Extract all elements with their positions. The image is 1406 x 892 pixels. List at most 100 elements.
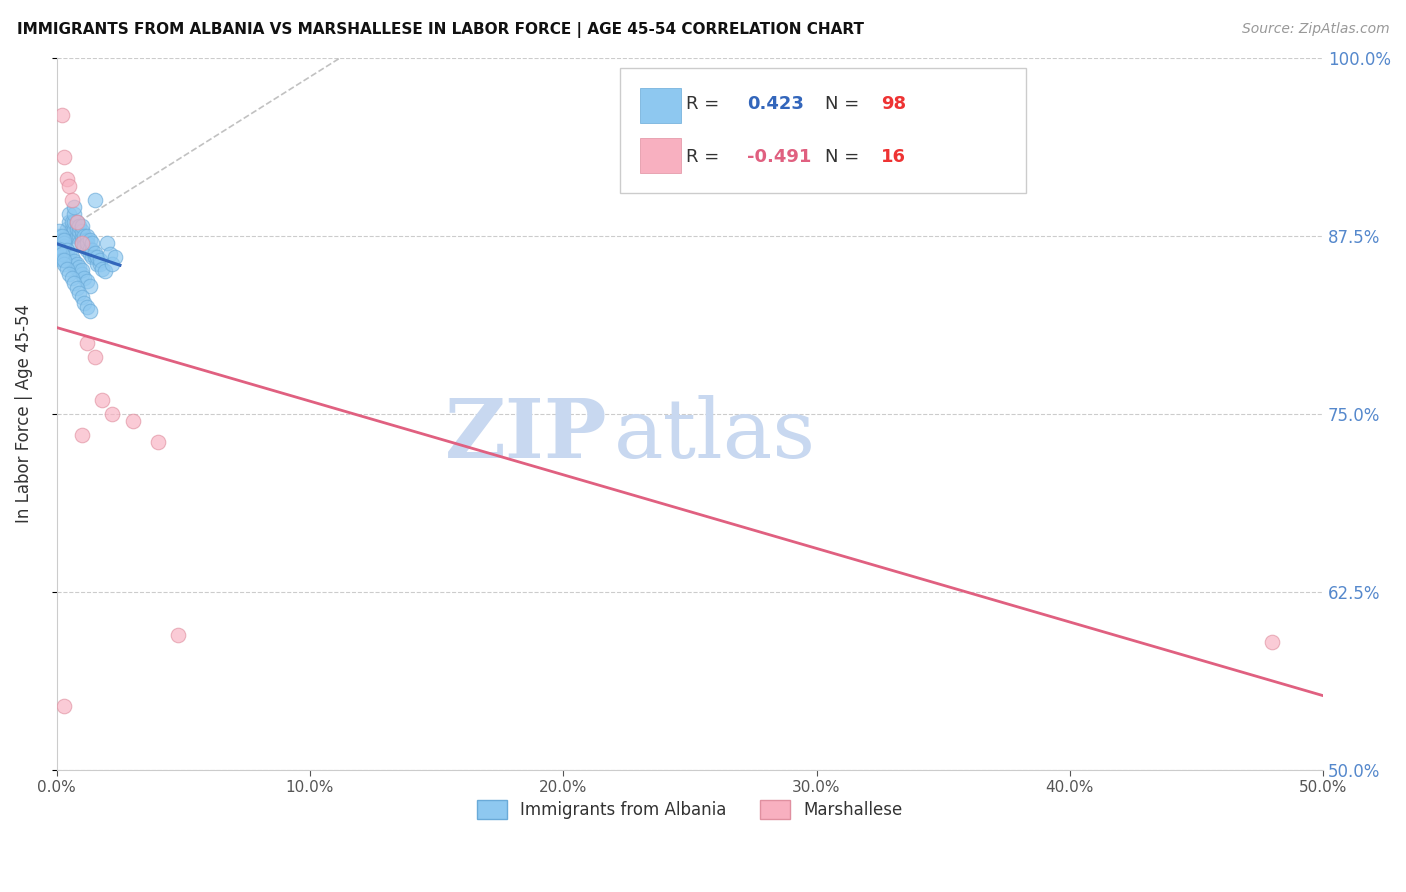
Point [53,238,76,252]
Point [73,271,96,285]
Point [55,247,77,261]
Point [48,228,70,243]
Point [60,250,83,264]
Point [67,285,90,300]
Point [51,247,73,261]
Point [48,250,70,264]
Point [104,250,127,264]
Point [89,257,111,271]
Point [60,214,83,228]
Point [80,243,103,257]
Text: 16: 16 [882,148,905,167]
Point [76,335,98,350]
Point [55,221,77,235]
Point [60,193,83,207]
Point [53,233,76,247]
Point [70,263,93,277]
Point [70,225,93,239]
Point [63,214,86,228]
Point [73,228,96,243]
FancyBboxPatch shape [641,88,681,123]
FancyBboxPatch shape [641,138,681,173]
Point [55,243,77,257]
Point [51,233,73,247]
Text: N =: N = [825,148,866,167]
Point [76,235,98,250]
Point [48,235,70,250]
Point [55,228,77,243]
Point [48,245,70,260]
Point [73,233,96,247]
Point [91,261,114,276]
Text: 98: 98 [882,95,907,113]
Point [70,267,93,281]
Point [67,260,90,274]
FancyBboxPatch shape [620,69,1025,193]
Point [58,267,80,281]
Point [98,247,121,261]
Point [101,257,124,271]
Text: 0.423: 0.423 [747,95,804,113]
Point [58,247,80,261]
Point [66,228,89,243]
Point [73,238,96,252]
Point [1261,634,1284,648]
Point [66,221,89,235]
Point [80,235,103,250]
Point [86,250,108,264]
Legend: Immigrants from Albania, Marshallese: Immigrants from Albania, Marshallese [471,793,910,826]
Point [51,235,73,250]
Point [70,219,93,233]
Point [58,207,80,221]
Point [66,214,89,228]
Point [66,257,89,271]
Point [53,235,76,250]
Point [83,250,105,264]
Point [51,252,73,267]
Point [93,264,115,278]
Point [48,233,70,247]
Point [67,264,90,278]
Point [101,407,124,421]
Y-axis label: In Labor Force | Age 45-54: In Labor Force | Age 45-54 [15,304,32,524]
Point [79,233,101,247]
Point [60,221,83,235]
Text: R =: R = [686,148,725,167]
Point [58,178,80,193]
Text: atlas: atlas [614,395,815,475]
Point [167,627,190,641]
Point [79,278,101,293]
Point [58,252,80,267]
Text: Source: ZipAtlas.com: Source: ZipAtlas.com [1241,22,1389,37]
Point [63,207,86,221]
Point [79,242,101,256]
Point [76,243,98,257]
Point [51,228,73,243]
Point [70,235,93,250]
Point [48,225,70,239]
Point [76,300,98,314]
Point [83,350,105,364]
Point [63,221,86,235]
Point [70,235,93,250]
Point [63,228,86,243]
Point [53,257,76,271]
Point [60,256,83,270]
Point [53,698,76,713]
Point [83,245,105,260]
Point [55,261,77,276]
Point [70,428,93,442]
Point [76,233,98,247]
Point [53,235,76,250]
Point [66,261,89,276]
Point [53,243,76,257]
Point [51,108,73,122]
Point [63,200,86,214]
Point [121,414,143,428]
Point [70,228,93,243]
Point [48,242,70,256]
Point [51,243,73,257]
Point [70,290,93,304]
Point [76,274,98,288]
Point [79,247,101,261]
